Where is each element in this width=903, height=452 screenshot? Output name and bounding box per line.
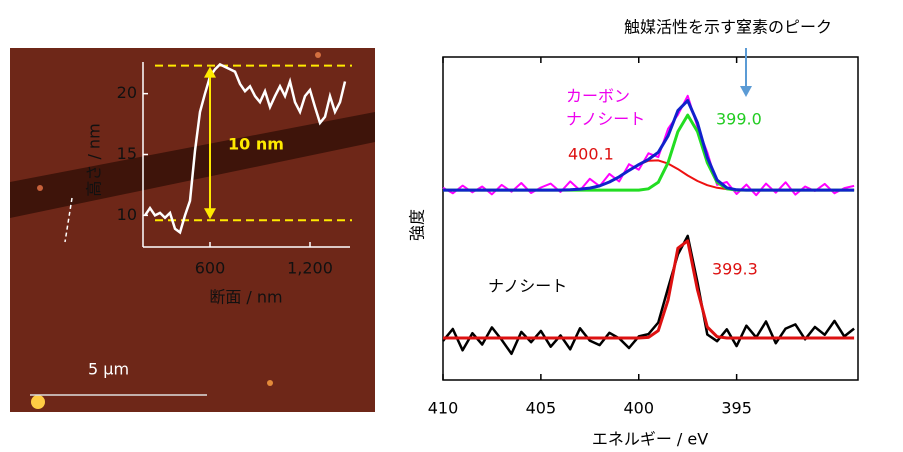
height-annotation: 10 nm: [228, 135, 284, 154]
afm-image: 5 μm: [10, 48, 375, 412]
curve-label: 400.1: [568, 145, 614, 164]
annotation-arrowhead: [740, 86, 752, 97]
spectrum-line: [443, 159, 855, 192]
x-axis-label: 断面 / nm: [209, 288, 282, 307]
x-tick-label: 400: [623, 399, 654, 418]
x-tick-label: 395: [721, 399, 752, 418]
curve-label: 399.3: [712, 260, 758, 279]
y-tick-label: 20: [117, 83, 137, 102]
x-tick-label: 405: [526, 399, 557, 418]
arrowhead: [204, 208, 216, 220]
afm-spot: [37, 185, 43, 191]
curve-label: 399.0: [716, 110, 762, 129]
spectrum-line: [443, 239, 855, 340]
x-tick-label: 600: [195, 259, 226, 278]
plot-frame: [442, 56, 859, 381]
spectrum-line: [442, 234, 855, 356]
curve-label: カーボン: [566, 87, 630, 106]
spectrum-line: [442, 94, 855, 197]
y-tick-label: 15: [117, 144, 137, 163]
spectrum-line: [443, 99, 855, 192]
afm-spot: [315, 52, 321, 58]
y-tick-label: 10: [117, 205, 137, 224]
profile-line: [143, 62, 347, 235]
y-axis-label: 強度: [408, 209, 427, 241]
x-tick-label: 410: [428, 399, 459, 418]
peak-annotation: 触媒活性を示す窒素のピーク: [624, 18, 832, 37]
x-axis-label: エネルギー / eV: [592, 430, 708, 449]
afm-spot: [31, 395, 45, 409]
scale-bar-label: 5 μm: [88, 360, 129, 379]
afm-spot: [267, 380, 273, 386]
curve-label: ナノシート: [566, 110, 645, 129]
arrowhead: [204, 66, 216, 78]
afm-background: [10, 48, 375, 412]
profile-line: [64, 197, 73, 243]
y-axis-label: 高さ / nm: [85, 123, 104, 196]
curve-label: ナノシート: [488, 277, 567, 296]
x-tick-label: 1,200: [287, 259, 333, 278]
